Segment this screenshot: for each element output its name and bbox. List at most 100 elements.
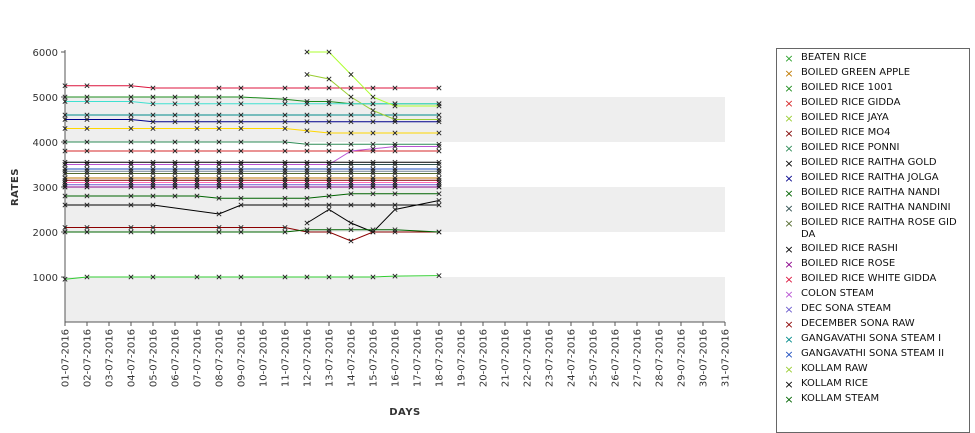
data-point	[282, 179, 288, 186]
legend-marker-icon: ×	[784, 258, 794, 271]
data-point	[150, 139, 156, 145]
data-point	[216, 195, 222, 201]
data-point	[62, 224, 68, 231]
data-point	[150, 168, 156, 174]
data-point	[172, 161, 178, 168]
data-point	[392, 170, 398, 177]
data-point	[128, 168, 134, 174]
data-point	[150, 179, 156, 186]
data-point	[194, 119, 200, 125]
data-point	[348, 71, 354, 78]
legend-label: KOLLAM STEAM	[801, 393, 880, 404]
data-point	[348, 191, 354, 197]
data-point	[238, 168, 244, 174]
data-point	[392, 182, 398, 188]
data-point	[238, 195, 244, 201]
data-point	[326, 193, 332, 199]
legend-marker-icon: ×	[784, 378, 794, 391]
legend-item: × BOILED GREEN APPLE	[777, 67, 969, 80]
data-point	[370, 85, 376, 91]
data-point	[62, 193, 68, 199]
data-point	[282, 229, 288, 235]
data-point	[62, 83, 68, 89]
data-point	[348, 159, 354, 165]
data-point	[150, 125, 156, 132]
grid-band	[65, 52, 725, 97]
data-point	[282, 85, 288, 91]
data-point	[216, 159, 222, 165]
data-point	[326, 182, 332, 188]
y-tick-label: 6000	[33, 48, 58, 59]
legend-label: BOILED RICE RAITHA NANDINI	[801, 202, 951, 213]
data-point	[84, 83, 90, 89]
x-tick-label: 24-07-2016	[567, 329, 578, 387]
data-point	[436, 191, 442, 197]
legend-item: × COLON STEAM	[777, 288, 969, 301]
x-axis-title: DAYS	[389, 407, 421, 418]
data-point	[436, 141, 442, 147]
data-point	[436, 179, 442, 186]
data-point	[62, 94, 68, 100]
data-point	[238, 112, 244, 118]
y-tick-label: 3000	[33, 183, 58, 194]
x-tick-label: 04-07-2016	[127, 329, 138, 387]
legend-marker-icon: ×	[784, 142, 794, 155]
legend-label: COLON STEAM	[801, 288, 874, 299]
data-point	[238, 166, 244, 172]
data-point	[304, 274, 310, 280]
legend-marker-icon: ×	[784, 363, 794, 376]
data-point	[216, 94, 222, 100]
data-point	[282, 182, 288, 188]
data-point	[282, 161, 288, 168]
data-point	[172, 94, 178, 100]
data-point	[238, 229, 244, 235]
x-tick-label: 02-07-2016	[83, 329, 94, 387]
data-point	[150, 177, 156, 183]
legend-label: GANGAVATHI SONA STEAM I	[801, 333, 942, 344]
legend-label: BOILED RICE 1001	[801, 82, 894, 93]
x-tick-label: 15-07-2016	[369, 329, 380, 387]
data-point	[150, 159, 156, 165]
data-point	[84, 139, 90, 145]
x-tick-label: 18-07-2016	[435, 329, 446, 387]
data-point	[62, 202, 68, 208]
data-point	[62, 139, 68, 145]
data-point	[348, 85, 354, 91]
x-tick-label: 25-07-2016	[589, 329, 600, 387]
data-point	[172, 139, 178, 145]
data-point	[370, 182, 376, 188]
data-point	[392, 177, 398, 183]
data-point	[370, 148, 376, 154]
data-point	[370, 191, 376, 197]
data-point	[172, 182, 178, 188]
data-point	[238, 101, 244, 107]
data-point	[326, 76, 332, 82]
data-point	[84, 94, 90, 100]
data-point	[172, 177, 178, 183]
data-point	[348, 177, 354, 183]
data-point	[348, 168, 354, 174]
data-point	[304, 98, 310, 105]
data-point	[62, 184, 68, 190]
legend-item: × KOLLAM RICE	[777, 378, 969, 391]
data-point	[282, 177, 288, 183]
data-point	[436, 119, 442, 125]
data-point	[436, 148, 442, 154]
legend-item: × BOILED RICE PONNI	[777, 142, 969, 155]
data-point	[348, 182, 354, 188]
data-point	[128, 166, 134, 172]
data-point	[436, 166, 442, 172]
legend-marker-icon: ×	[784, 172, 794, 185]
data-point	[348, 141, 354, 147]
series-line	[64, 275, 440, 280]
data-point	[62, 148, 68, 154]
data-point	[282, 184, 288, 190]
data-point	[84, 166, 90, 172]
data-point	[238, 125, 244, 132]
data-point	[238, 119, 244, 125]
x-tick-label: 07-07-2016	[193, 329, 204, 387]
data-point	[348, 202, 354, 208]
data-point	[392, 166, 398, 172]
legend-label: BOILED GREEN APPLE	[801, 67, 911, 78]
data-point	[304, 166, 310, 172]
